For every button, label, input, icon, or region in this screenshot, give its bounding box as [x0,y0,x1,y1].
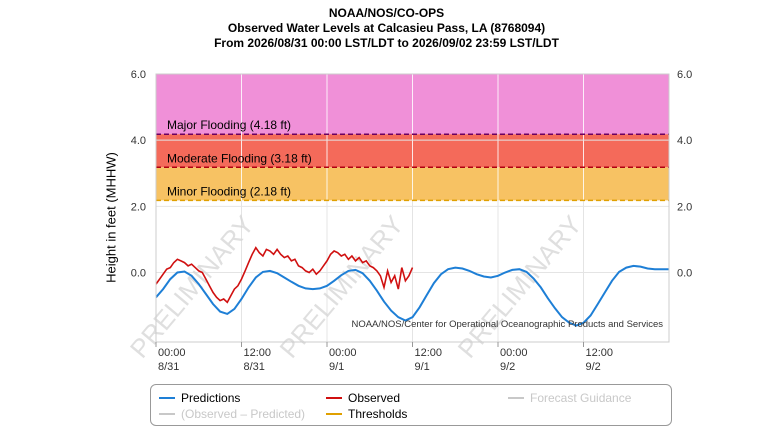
observed-series-line [156,246,414,304]
x-tick-date-label: 8/31 [244,361,265,373]
water-level-chart: Major Flooding (4.18 ft) Moderate Floodin… [124,69,692,373]
y-axis-label-wrap: Height in feet (MHHW) [96,152,126,283]
x-tick-time-label: 00:00 [158,347,186,359]
major-threshold-label: Major Flooding (4.18 ft) [167,118,291,132]
legend-obs-minus-pred[interactable]: (Observed – Predicted) [159,407,305,421]
x-tick-time-label: 12:00 [415,347,443,359]
x-tick-date-label: 9/2 [586,361,601,373]
legend: Predictions (Observed – Predicted) Obser… [150,384,672,426]
x-tick-time-label: 00:00 [329,347,357,359]
credit-text: NOAA/NOS/Center for Operational Oceanogr… [351,319,663,330]
y-axis-label: Height in feet (MHHW) [103,152,119,283]
x-tick-time-label: 12:00 [244,347,272,359]
legend-forecast-guidance[interactable]: Forecast Guidance [508,391,631,405]
chart-title-line-3: From 2026/08/31 00:00 LST/LDT to 2026/09… [214,36,559,50]
forecast-guidance-swatch [508,397,524,399]
x-tick-date-label: 9/1 [329,361,344,373]
y-tick-label-left: 6.0 [131,69,146,81]
x-tick-date-label: 9/1 [415,361,430,373]
x-tick-date-label: 9/2 [500,361,515,373]
observed-swatch [326,397,342,399]
legend-predictions[interactable]: Predictions [159,391,240,405]
obs-minus-pred-swatch [159,413,175,415]
chart-title-block: NOAA/NOS/CO-OPS Observed Water Levels at… [0,6,773,51]
predictions-swatch [159,397,175,399]
legend-forecast-guidance-label: Forecast Guidance [530,391,632,405]
thresholds-swatch [326,413,342,415]
y-tick-label-right: 6.0 [677,69,692,81]
legend-predictions-label: Predictions [181,391,241,405]
x-tick-time-label: 12:00 [586,347,614,359]
moderate-threshold-label: Moderate Flooding (3.18 ft) [167,151,312,165]
legend-obs-minus-pred-label: (Observed – Predicted) [181,407,306,421]
x-tick-time-label: 00:00 [500,347,528,359]
legend-thresholds-label: Thresholds [348,407,408,421]
legend-observed-label: Observed [348,391,401,405]
legend-thresholds[interactable]: Thresholds [326,407,407,421]
x-tick-date-label: 8/31 [158,361,179,373]
legend-observed[interactable]: Observed [326,391,400,405]
chart-title-line-2: Observed Water Levels at Calcasieu Pass,… [227,21,546,35]
y-tick-label-right: 2.0 [677,201,692,213]
minor-threshold-label: Minor Flooding (2.18 ft) [167,184,291,198]
y-tick-label-left: 2.0 [131,201,146,213]
y-tick-label-right: 4.0 [677,135,692,147]
predictions-series-line [156,264,669,327]
chart-title-line-1: NOAA/NOS/CO-OPS [328,6,445,20]
y-tick-label-left: 4.0 [131,135,146,147]
y-tick-label-right: 0.0 [677,268,692,280]
y-tick-label-left: 0.0 [131,268,146,280]
